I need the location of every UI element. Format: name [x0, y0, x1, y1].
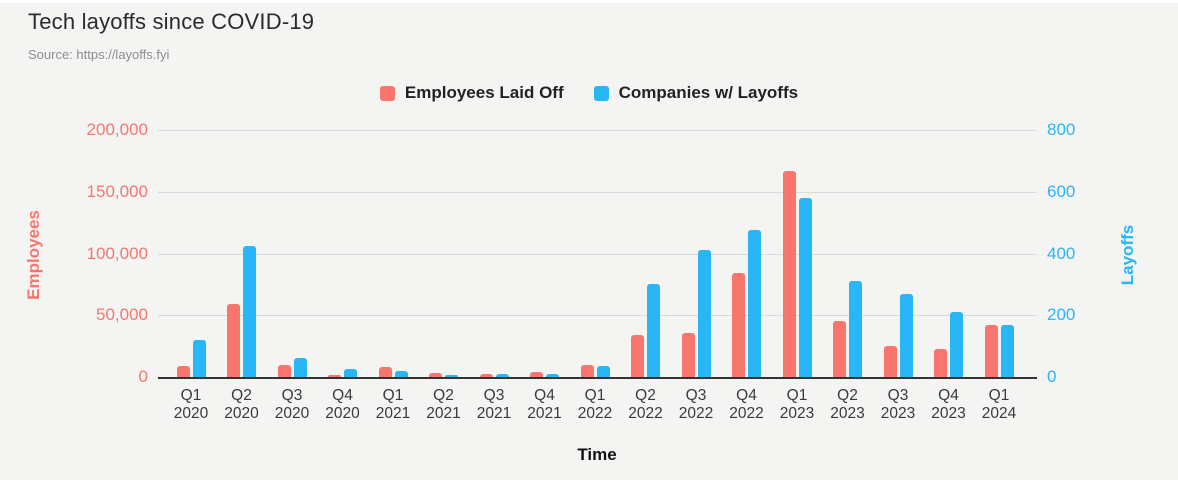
employees-swatch-icon — [379, 85, 395, 101]
x-tick-label-q4-2020: Q4 2020 — [325, 387, 360, 422]
legend-item-companies[interactable]: Companies w/ Layoffs — [593, 83, 799, 103]
bar-companies-q1-2024[interactable] — [1000, 325, 1014, 377]
bar-companies-q2-2021[interactable] — [445, 375, 458, 377]
bar-employees-q2-2020[interactable] — [227, 304, 240, 377]
bar-companies-q3-2023[interactable] — [899, 294, 913, 377]
bar-companies-q1-2021[interactable] — [394, 371, 408, 377]
bar-employees-q2-2021[interactable] — [429, 373, 442, 377]
left-tick-label: 200,000 — [86, 120, 148, 139]
left-axis-title: Employees — [24, 210, 43, 300]
x-tick-label-q2-2022: Q2 2022 — [628, 387, 663, 422]
gridline — [158, 130, 1037, 131]
bar-companies-q4-2022[interactable] — [748, 230, 761, 377]
bar-companies-q3-2022[interactable] — [697, 250, 711, 377]
bar-employees-q4-2023[interactable] — [934, 349, 947, 377]
x-tick-label-q2-2023: Q2 2023 — [830, 387, 865, 422]
gridline — [158, 192, 1037, 193]
bar-companies-q2-2023[interactable] — [849, 281, 862, 377]
x-axis-title: Time — [577, 445, 617, 464]
x-tick-label-q1-2024: Q1 2024 — [981, 387, 1017, 422]
legend-item-employees[interactable]: Employees Laid Off — [379, 83, 564, 103]
legend-label-companies: Companies w/ Layoffs — [618, 83, 799, 102]
x-axis-labels: Q1 2020 Q2 2020 Q3 2020 Q4 2020 Q1 2021 Q2 20… — [158, 387, 1037, 427]
x-tick-label-q4-2021: Q4 2021 — [527, 387, 562, 422]
left-tick-label: 50,000 — [96, 305, 148, 324]
gridline — [158, 254, 1037, 255]
x-tick-label-q1-2020: Q1 2020 — [173, 387, 209, 422]
companies-swatch-icon — [593, 85, 609, 101]
bar-companies-q1-2023[interactable] — [798, 198, 812, 377]
x-axis-line — [158, 377, 1037, 379]
bar-companies-q4-2021[interactable] — [546, 374, 559, 377]
bar-employees-q2-2022[interactable] — [631, 335, 644, 377]
plot-area — [158, 130, 1037, 379]
x-tick-label-q3-2021: Q3 2021 — [476, 387, 512, 422]
bar-employees-q4-2020[interactable] — [328, 375, 341, 377]
x-tick-label-q4-2023: Q4 2023 — [931, 387, 966, 422]
bar-companies-q1-2020[interactable] — [192, 340, 206, 377]
gridline — [158, 315, 1037, 316]
bar-employees-q3-2022[interactable] — [681, 333, 695, 377]
right-axis-title: Layoffs — [1118, 224, 1137, 286]
chart-source-link: Source: https://layoffs.fyi — [28, 47, 170, 62]
bar-companies-q3-2021[interactable] — [495, 374, 509, 377]
bar-employees-q3-2023[interactable] — [883, 346, 897, 377]
bar-companies-q2-2022[interactable] — [647, 284, 660, 377]
bar-companies-q4-2023[interactable] — [950, 312, 963, 377]
right-tick-label: 800 — [1047, 120, 1076, 139]
bar-employees-q4-2022[interactable] — [732, 273, 745, 377]
x-tick-label-q3-2022: Q3 2022 — [678, 387, 714, 422]
bar-employees-q3-2020[interactable] — [277, 365, 291, 377]
bar-employees-q4-2021[interactable] — [530, 372, 543, 377]
x-tick-label-q4-2022: Q4 2022 — [729, 387, 764, 422]
bar-employees-q1-2021[interactable] — [378, 367, 392, 377]
bar-employees-q2-2023[interactable] — [833, 321, 846, 377]
right-tick-label: 600 — [1047, 182, 1076, 201]
bar-companies-q4-2020[interactable] — [344, 369, 357, 377]
x-tick-label-q3-2020: Q3 2020 — [274, 387, 310, 422]
legend-label-employees: Employees Laid Off — [404, 83, 564, 102]
bar-companies-q1-2022[interactable] — [596, 366, 610, 377]
bar-employees-q1-2020[interactable] — [176, 366, 190, 377]
legend: Employees Laid Off Companies w/ Layoffs — [0, 83, 1178, 103]
right-tick-label: 200 — [1047, 305, 1076, 324]
x-tick-label-q3-2023: Q3 2023 — [880, 387, 916, 422]
bar-employees-q3-2021[interactable] — [479, 374, 493, 377]
bar-employees-q1-2023[interactable] — [782, 171, 796, 377]
left-tick-label: 100,000 — [86, 244, 148, 263]
bar-companies-q2-2020[interactable] — [243, 246, 256, 377]
chart-title: Tech layoffs since COVID-19 — [28, 9, 315, 34]
left-tick-label: 0 — [138, 367, 148, 386]
x-tick-label-q1-2023: Q1 2023 — [779, 387, 815, 422]
x-tick-label-q2-2021: Q2 2021 — [426, 387, 461, 422]
bar-employees-q1-2024[interactable] — [984, 325, 998, 377]
left-tick-label: 150,000 — [86, 182, 148, 201]
top-border-strip — [0, 0, 1178, 3]
right-tick-label: 0 — [1047, 367, 1057, 386]
x-tick-label-q2-2020: Q2 2020 — [224, 387, 259, 422]
x-tick-label-q1-2021: Q1 2021 — [375, 387, 411, 422]
bar-employees-q1-2022[interactable] — [580, 365, 594, 377]
right-tick-label: 400 — [1047, 244, 1076, 263]
bar-companies-q3-2020[interactable] — [293, 358, 307, 377]
x-tick-label-q1-2022: Q1 2022 — [577, 387, 613, 422]
